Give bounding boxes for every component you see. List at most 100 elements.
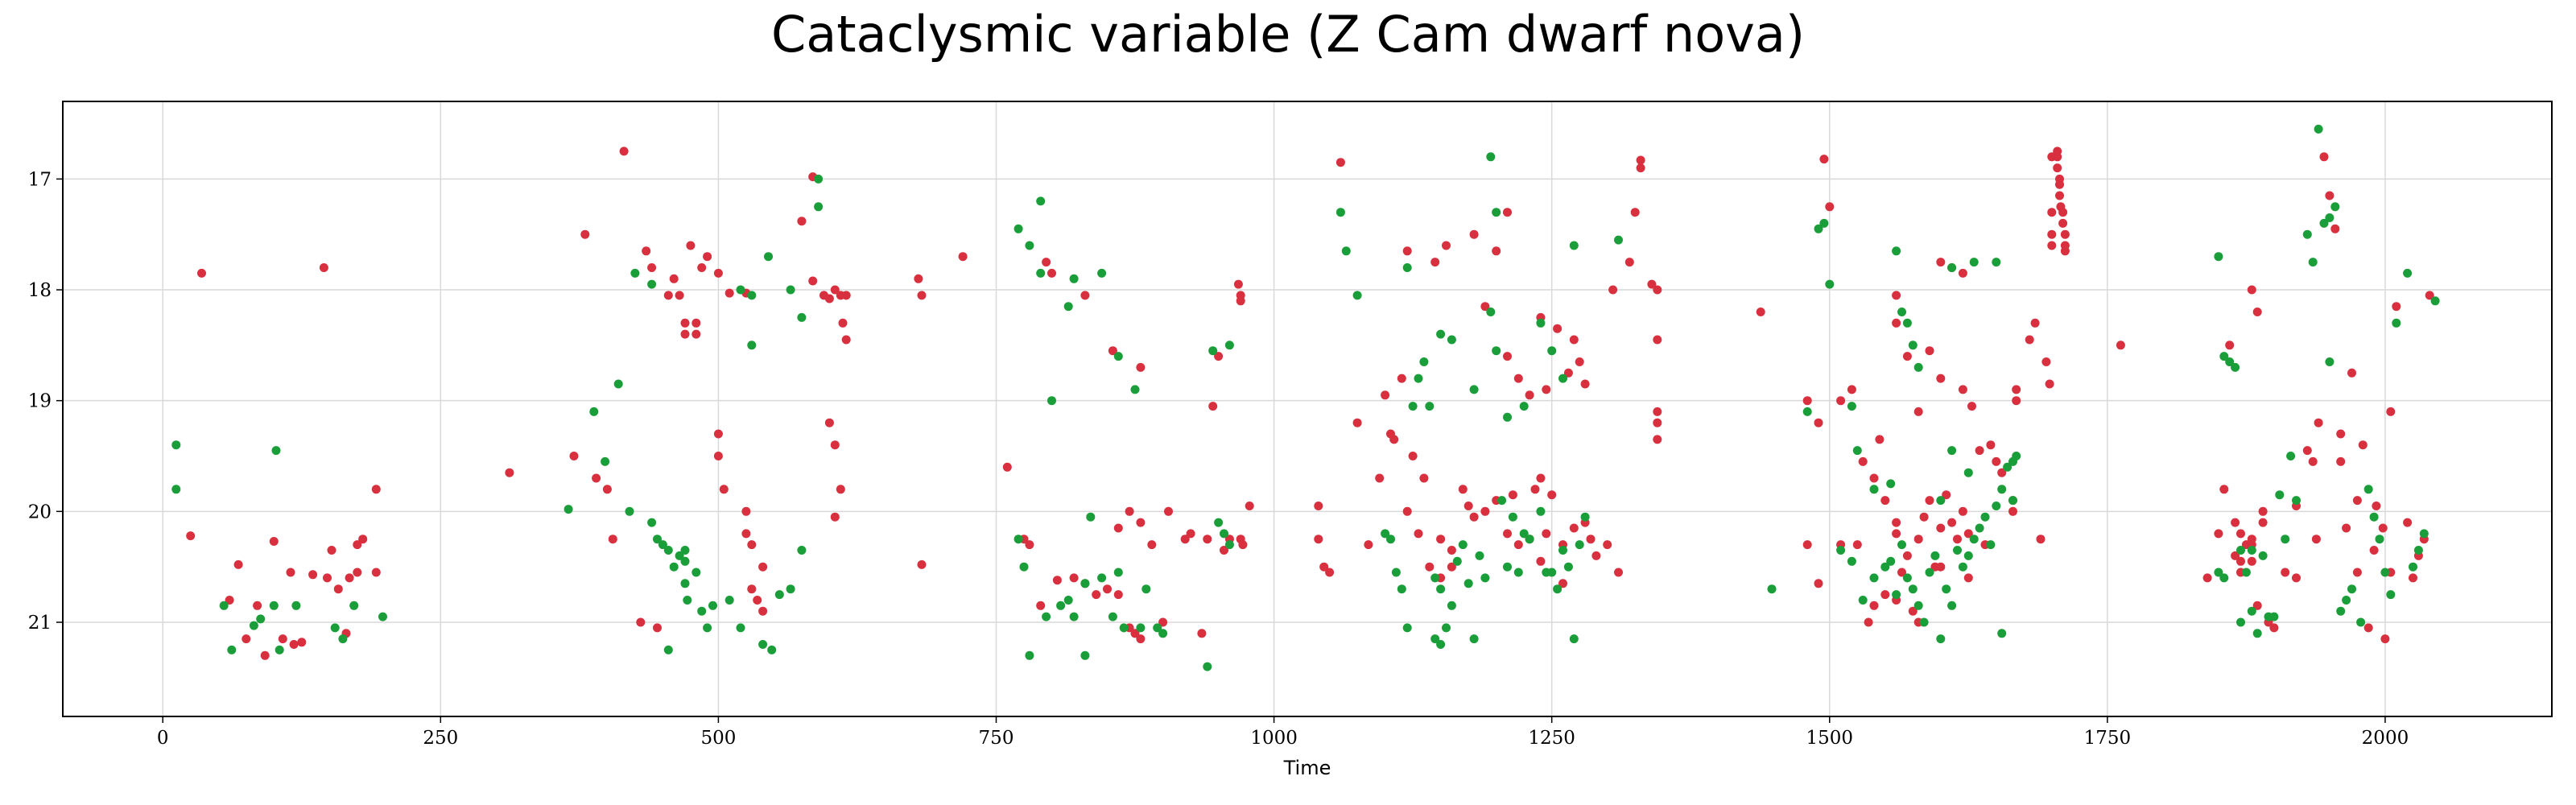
- data-point: [1430, 258, 1440, 267]
- data-point: [1519, 402, 1529, 411]
- data-point: [708, 601, 717, 610]
- data-point: [663, 645, 673, 654]
- data-point: [675, 551, 684, 560]
- data-point: [1886, 556, 1896, 566]
- data-point: [1525, 535, 1534, 544]
- data-point: [1892, 318, 1901, 328]
- plot-frame: [62, 101, 2553, 717]
- data-point: [1497, 496, 1507, 506]
- data-point: [2030, 318, 2040, 328]
- data-point: [1391, 568, 1401, 577]
- data-point: [2425, 291, 2434, 300]
- data-point: [724, 288, 734, 298]
- data-point: [1913, 362, 1923, 372]
- data-point: [1547, 346, 1557, 356]
- data-point: [1653, 285, 1662, 295]
- data-point: [2430, 296, 2440, 306]
- data-point: [2012, 385, 2021, 394]
- data-point: [625, 506, 634, 516]
- data-point: [917, 291, 927, 300]
- data-point: [2231, 518, 2240, 527]
- data-point: [2247, 556, 2256, 566]
- data-point: [1341, 246, 1351, 256]
- data-point: [2247, 546, 2256, 555]
- data-point: [1875, 435, 1885, 444]
- data-point: [1986, 540, 1996, 550]
- data-point: [1558, 546, 1567, 555]
- data-point: [1569, 241, 1579, 250]
- data-point: [1575, 357, 1584, 366]
- data-point: [683, 596, 692, 605]
- data-point: [1653, 418, 1662, 427]
- data-point: [333, 584, 343, 594]
- data-point: [1880, 590, 1890, 600]
- data-point: [1852, 446, 1862, 456]
- data-point: [830, 512, 840, 522]
- data-point: [2372, 502, 2381, 510]
- data-point: [1892, 291, 1901, 300]
- data-point: [1430, 634, 1440, 644]
- data-point: [786, 584, 795, 594]
- data-point: [2330, 202, 2340, 212]
- data-point: [2058, 208, 2068, 217]
- data-point: [1419, 357, 1429, 366]
- data-point: [1042, 612, 1051, 621]
- data-point: [1603, 540, 1612, 550]
- data-point: [824, 418, 834, 427]
- data-point: [1836, 546, 1846, 555]
- data-point: [2269, 623, 2279, 633]
- data-point: [1364, 540, 1373, 550]
- data-point: [1963, 573, 1973, 583]
- data-point: [2403, 268, 2413, 278]
- data-point: [1224, 341, 1234, 350]
- data-point: [1836, 396, 1846, 406]
- data-point: [2058, 218, 2068, 228]
- data-point: [278, 634, 287, 644]
- data-point: [914, 274, 923, 283]
- data-point: [260, 650, 270, 660]
- data-point: [1002, 462, 1012, 472]
- data-point: [1475, 551, 1484, 560]
- data-point: [917, 559, 927, 569]
- data-point: [275, 645, 284, 654]
- data-point: [1233, 279, 1243, 289]
- data-point: [1536, 506, 1546, 516]
- data-point: [642, 246, 651, 256]
- data-point: [1080, 291, 1090, 300]
- data-point: [1381, 390, 1390, 400]
- data-point: [1113, 590, 1123, 600]
- data-point: [1869, 573, 1879, 583]
- data-point: [1902, 573, 1912, 583]
- data-point: [2281, 568, 2290, 577]
- data-point: [1113, 568, 1123, 577]
- data-point: [2336, 456, 2346, 466]
- data-point: [658, 540, 667, 550]
- data-point: [2231, 551, 2240, 560]
- data-point: [308, 570, 318, 580]
- data-point: [1458, 540, 1468, 550]
- data-point: [1389, 435, 1399, 444]
- data-point: [171, 485, 181, 494]
- data-point: [2225, 357, 2235, 366]
- data-point: [1892, 529, 1901, 539]
- data-point: [1245, 502, 1254, 510]
- data-point: [353, 568, 362, 577]
- data-point: [1052, 576, 1062, 585]
- data-point: [747, 341, 757, 350]
- data-point: [1220, 546, 1228, 555]
- data-point: [1425, 562, 1435, 572]
- data-point: [1108, 346, 1117, 356]
- data-point: [836, 485, 845, 494]
- data-point: [569, 452, 579, 460]
- data-point: [1980, 512, 1990, 522]
- data-point: [1036, 268, 1046, 278]
- data-point: [2281, 535, 2290, 544]
- data-point: [2219, 485, 2229, 494]
- x-tick-label: 1000: [1250, 728, 1298, 749]
- data-point: [1013, 535, 1023, 544]
- data-point: [2012, 396, 2021, 406]
- data-point: [1419, 473, 1429, 483]
- data-point: [2214, 529, 2223, 539]
- data-point: [758, 640, 768, 649]
